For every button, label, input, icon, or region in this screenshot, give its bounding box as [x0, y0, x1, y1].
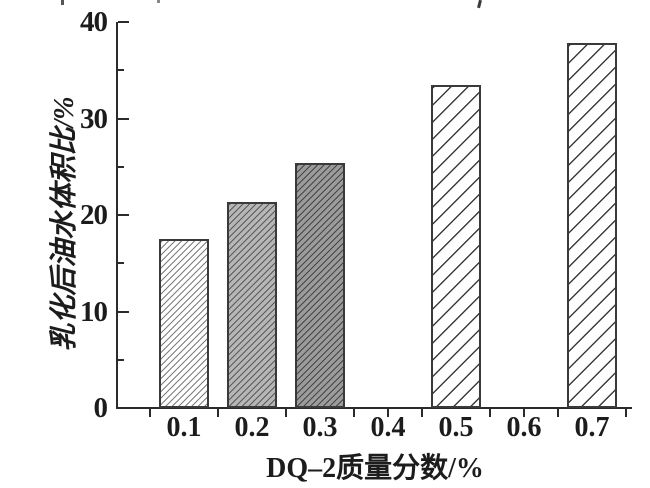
x-tick-label: 0.6 [506, 412, 542, 443]
bar-0.2 [227, 202, 277, 408]
x-axis-line [116, 407, 632, 409]
bar-0.7 [567, 43, 617, 408]
y-tick-label: 10 [80, 295, 108, 328]
y-tick-label: 40 [80, 6, 108, 38]
y-major-tick [118, 117, 129, 120]
bar-0.5 [431, 84, 481, 408]
y-minor-tick [118, 358, 124, 361]
x-tick [387, 409, 389, 417]
y-tick-label: 0 [93, 392, 109, 424]
crop-artifact-mark [477, 0, 482, 9]
y-major-tick [118, 21, 129, 23]
y-tick-label: 20 [80, 199, 108, 231]
x-tick [217, 409, 219, 417]
crop-artifact-mark [61, 0, 64, 5]
y-major-tick [118, 214, 129, 216]
x-tick [625, 409, 627, 417]
x-axis-title: DQ–2质量分数/% [266, 453, 484, 484]
y-axis-line [116, 22, 118, 409]
x-tick-label: 0.3 [302, 412, 338, 443]
x-tick [421, 409, 423, 417]
y-major-tick [118, 310, 129, 313]
x-tick [285, 409, 287, 417]
y-tick-label: 30 [80, 102, 108, 135]
x-tick [353, 409, 355, 417]
y-minor-tick [118, 262, 124, 265]
crop-artifact-mark [157, 0, 160, 3]
x-tick [149, 409, 151, 417]
x-tick [523, 409, 525, 417]
x-tick-label: 0.4 [370, 412, 406, 443]
y-minor-tick [118, 69, 124, 72]
x-tick-label: 0.5 [438, 412, 474, 443]
x-tick-label: 0.1 [166, 412, 202, 443]
x-tick [489, 409, 491, 417]
x-tick-label: 0.2 [234, 412, 270, 443]
bar-0.3 [295, 162, 345, 408]
bar-0.1 [159, 239, 209, 408]
x-tick-label: 0.7 [574, 412, 610, 443]
x-tick [557, 409, 559, 417]
y-minor-tick [118, 165, 124, 168]
